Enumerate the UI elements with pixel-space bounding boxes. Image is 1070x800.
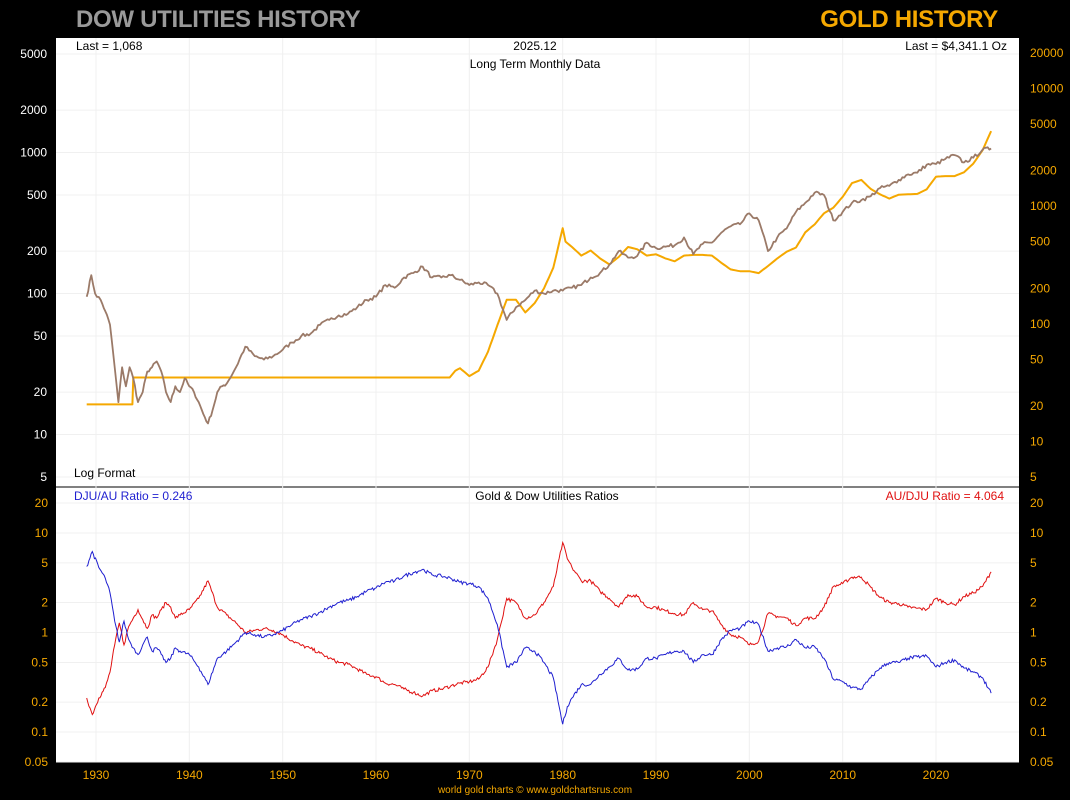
y-right-tick-label: 10000 bbox=[1030, 81, 1064, 95]
ratio-left-tick-label: 0.05 bbox=[25, 755, 49, 769]
top-chart-title: Long Term Monthly Data bbox=[470, 57, 601, 71]
x-tick-label: 1960 bbox=[363, 768, 390, 782]
ratio-left-tick-label: 0.5 bbox=[31, 655, 48, 669]
y-right-tick-label: 20000 bbox=[1030, 46, 1064, 60]
y-left-tick-label: 1000 bbox=[20, 146, 47, 160]
dow-utilities-line bbox=[85, 146, 992, 425]
x-tick-label: 1950 bbox=[269, 768, 296, 782]
ratio-left-tick-label: 2 bbox=[41, 596, 48, 610]
au-dju-ratio-note: AU/DJU Ratio = 4.064 bbox=[886, 489, 1005, 503]
ratio-right-tick-label: 1 bbox=[1030, 626, 1037, 640]
y-left-tick-label: 10 bbox=[34, 428, 48, 442]
series-lines bbox=[85, 130, 993, 725]
x-tick-label: 1980 bbox=[549, 768, 576, 782]
y-right-tick-label: 50 bbox=[1030, 352, 1044, 366]
plot-background bbox=[56, 38, 1019, 762]
dju-au-ratio-line bbox=[86, 550, 992, 725]
y-right-tick-label: 20 bbox=[1030, 399, 1044, 413]
x-tick-label: 1970 bbox=[456, 768, 483, 782]
y-left-tick-label: 50 bbox=[34, 329, 48, 343]
y-left-tick-label: 200 bbox=[27, 244, 47, 258]
last-gold-note: Last = $4,341.1 Oz bbox=[905, 39, 1007, 53]
y-right-tick-label: 1000 bbox=[1030, 199, 1057, 213]
ratio-left-tick-label: 0.2 bbox=[31, 695, 48, 709]
y-left-tick-label: 2000 bbox=[20, 103, 47, 117]
ratio-right-tick-label: 5 bbox=[1030, 556, 1037, 570]
ratio-left-tick-label: 0.1 bbox=[31, 725, 48, 739]
ratio-left-tick-label: 5 bbox=[41, 556, 48, 570]
ratio-left-tick-label: 20 bbox=[35, 496, 49, 510]
grid-lines bbox=[56, 38, 1019, 763]
y-left-tick-label: 20 bbox=[34, 385, 48, 399]
y-right-tick-label: 5000 bbox=[1030, 117, 1057, 131]
y-left-tick-label: 5 bbox=[40, 470, 47, 484]
ratio-right-tick-label: 0.1 bbox=[1030, 725, 1047, 739]
x-tick-label: 2020 bbox=[923, 768, 950, 782]
footer-credit: world gold charts © www.goldchartsrus.co… bbox=[437, 785, 633, 796]
y-left-tick-label: 5000 bbox=[20, 47, 47, 61]
log-format-note: Log Format bbox=[74, 466, 136, 480]
x-tick-label: 1940 bbox=[176, 768, 203, 782]
y-right-tick-label: 500 bbox=[1030, 235, 1050, 249]
ratio-right-tick-label: 10 bbox=[1030, 526, 1044, 540]
x-tick-label: 2010 bbox=[829, 768, 856, 782]
bottom-chart-title: Gold & Dow Utilities Ratios bbox=[475, 489, 618, 503]
x-tick-label: 1930 bbox=[83, 768, 110, 782]
gold-price-line bbox=[86, 130, 993, 406]
y-right-tick-label: 100 bbox=[1030, 317, 1050, 331]
dju-au-ratio-note: DJU/AU Ratio = 0.246 bbox=[74, 489, 193, 503]
y-left-tick-label: 500 bbox=[27, 188, 47, 202]
y-right-tick-label: 10 bbox=[1030, 435, 1044, 449]
ratio-right-tick-label: 0.2 bbox=[1030, 695, 1047, 709]
gold-history-title: GOLD HISTORY bbox=[820, 6, 998, 33]
ratio-right-tick-label: 2 bbox=[1030, 596, 1037, 610]
y-right-tick-label: 200 bbox=[1030, 281, 1050, 295]
ratio-right-tick-label: 0.05 bbox=[1030, 755, 1054, 769]
y-right-tick-label: 5 bbox=[1030, 470, 1037, 484]
ratio-left-tick-label: 1 bbox=[41, 626, 48, 640]
ratio-right-tick-label: 0.5 bbox=[1030, 655, 1047, 669]
au-dju-ratio-line bbox=[86, 540, 992, 716]
last-dju-note: Last = 1,068 bbox=[76, 39, 143, 53]
ratio-right-tick-label: 20 bbox=[1030, 496, 1044, 510]
x-tick-label: 2000 bbox=[736, 768, 763, 782]
y-left-tick-label: 100 bbox=[27, 287, 47, 301]
dow-utilities-title: DOW UTILITIES HISTORY bbox=[76, 6, 361, 33]
date-label: 2025.12 bbox=[513, 39, 557, 53]
ratio-left-tick-label: 10 bbox=[35, 526, 49, 540]
y-right-tick-label: 2000 bbox=[1030, 164, 1057, 178]
x-tick-label: 1990 bbox=[643, 768, 670, 782]
tick-labels: 1930 1940 1950 1960 1970 1980 1990 2000 2010 2020… bbox=[20, 46, 1063, 782]
